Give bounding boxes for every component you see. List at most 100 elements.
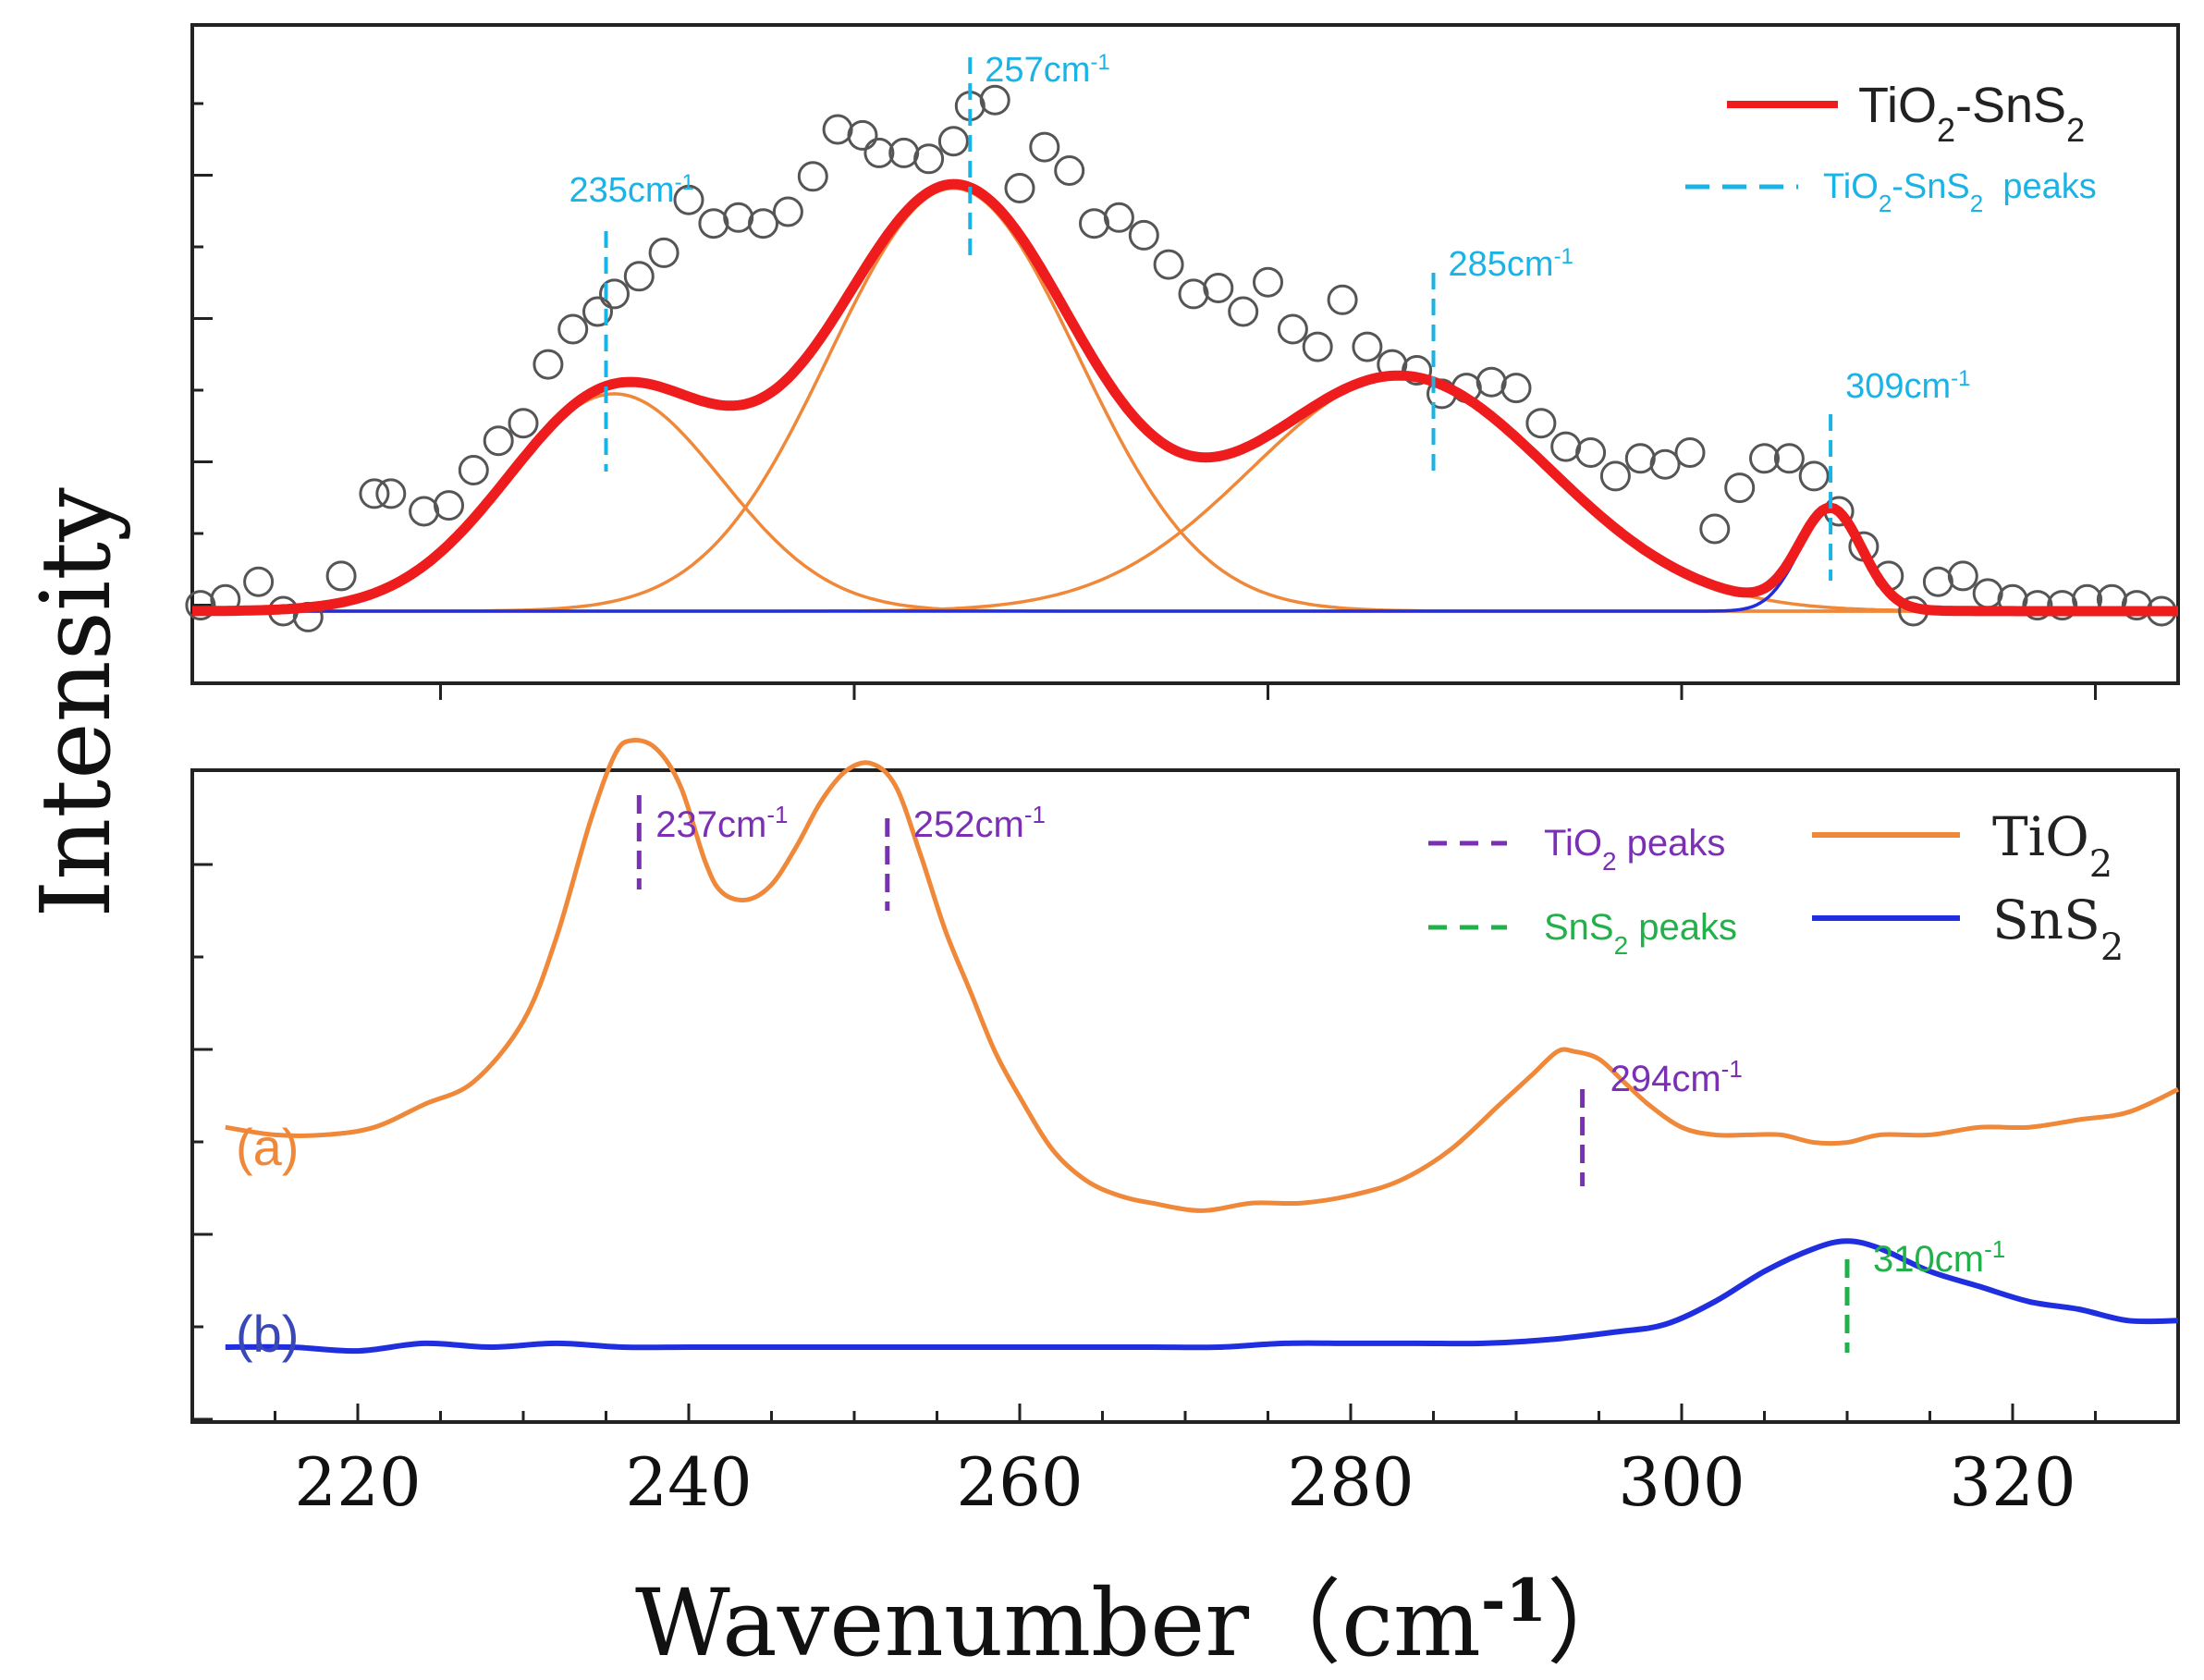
data-point: [1277, 313, 1308, 345]
series-label-a: (a): [236, 1118, 299, 1176]
data-point: [1972, 578, 2003, 609]
data-point: [1402, 355, 1433, 386]
bottom-y-ticks: [192, 863, 213, 1421]
data-point: [698, 208, 729, 239]
data-point: [822, 114, 853, 145]
x-tick-label: 240: [625, 1443, 752, 1521]
bottom-legend-sns2-peaks-label: SnS2 peaks: [1544, 907, 1737, 960]
top-fit-curve-group: [191, 178, 2179, 617]
data-point: [1029, 131, 1060, 163]
data-point: [2121, 590, 2152, 621]
x-tick-label: 220: [294, 1443, 421, 1521]
data-point: [1079, 208, 1109, 239]
data-point: [582, 296, 613, 327]
data-point: [673, 184, 704, 215]
data-point: [797, 161, 828, 192]
data-point: [1674, 437, 1706, 468]
data-point: [1699, 513, 1731, 545]
data-point: [1575, 437, 1607, 468]
top-peak-label: 285cm-1: [1449, 244, 1573, 285]
data-point: [1798, 460, 1830, 492]
data-point: [1178, 278, 1209, 310]
data-point: [533, 349, 564, 380]
bottom-legend-sns2-label: SnS2: [1992, 889, 2124, 969]
data-point: [1773, 443, 1805, 474]
top-peak-label: 309cm-1: [1845, 366, 1970, 407]
data-point: [863, 137, 895, 168]
top-peak-label: 257cm-1: [985, 50, 1109, 91]
top-legend: TiO2-SnS2 TiO2-SnS2 peaks: [1685, 78, 2097, 217]
series-label-b: (b): [236, 1305, 299, 1363]
bottom-peak-label: 310cm-1: [1873, 1235, 2005, 1280]
data-point: [1004, 173, 1035, 203]
data-point: [1475, 366, 1507, 398]
data-point: [508, 408, 539, 439]
data-point: [1327, 284, 1358, 315]
data-point: [913, 143, 945, 175]
data-point: [979, 84, 1010, 116]
data-point: [937, 126, 969, 157]
data-point: [1649, 448, 1681, 480]
data-point: [1724, 472, 1756, 504]
top-legend-fit-label: TiO2-SnS2: [1858, 78, 2085, 149]
data-point: [1203, 273, 1234, 303]
bottom-peak-label: 294cm-1: [1610, 1055, 1743, 1099]
top-panel-frame: [190, 23, 2180, 685]
data-point: [1352, 331, 1383, 362]
data-point: [185, 590, 216, 621]
data-point: [888, 137, 920, 168]
data-point: [1599, 460, 1631, 492]
x-tick-label: 300: [1618, 1443, 1745, 1521]
data-point: [325, 560, 357, 592]
top-y-ticks: [192, 102, 213, 607]
data-point: [748, 208, 778, 239]
data-point: [1749, 443, 1780, 474]
data-point: [1153, 249, 1184, 280]
bottom-legend-tio2-label: TiO2: [1992, 805, 2112, 886]
data-point: [1103, 202, 1134, 233]
bottom-peak-annotations: 237cm-1 252cm-1 294cm-1 310cm-1: [636, 795, 2005, 1353]
component-curve-4: [192, 509, 2178, 613]
bottom-peak-label: 237cm-1: [655, 801, 788, 845]
bottom-spectra: [225, 738, 2180, 1355]
data-point: [1128, 219, 1159, 251]
bottom-panel-frame: [190, 768, 2180, 1424]
bottom-x-ticks: 220 240 260 280 300 320: [190, 1404, 2180, 1521]
data-point: [243, 566, 275, 597]
bottom-legend-tio2-peaks-label: TiO2 peaks: [1544, 823, 1725, 876]
data-point: [1550, 431, 1582, 462]
data-point: [723, 202, 754, 233]
data-point: [359, 478, 390, 509]
sns2-spectrum-line: [225, 1238, 2179, 1355]
x-axis-label: Wavenumber（cm-1）: [635, 1566, 1639, 1678]
data-point: [409, 496, 440, 527]
data-point: [1947, 560, 1978, 592]
data-point: [772, 196, 803, 227]
top-peak-annotations: 235cm-1 257cm-1 285cm-1 309cm-1: [569, 50, 1971, 581]
data-point: [1054, 155, 1085, 186]
top-x-ticks: [439, 683, 2097, 700]
data-point: [599, 278, 630, 310]
data-point: [1228, 296, 1259, 327]
data-point: [2047, 590, 2078, 621]
top-legend-peaks-label: TiO2-SnS2 peaks: [1823, 167, 2097, 217]
x-tick-label: 320: [1949, 1443, 2075, 1521]
tio2-spectrum-line: [225, 738, 2180, 1213]
bottom-legend: TiO2 peaks SnS2 peaks TiO2 SnS2: [1428, 805, 2124, 969]
fit-curve: [191, 178, 2179, 617]
data-point: [1525, 408, 1557, 439]
data-point: [434, 490, 464, 521]
x-tick-label: 280: [1287, 1443, 1414, 1521]
y-axis-label: Intensity: [19, 487, 132, 918]
data-point: [847, 119, 878, 151]
data-point: [458, 455, 489, 485]
data-point: [2022, 590, 2053, 621]
bottom-peak-label: 252cm-1: [913, 801, 1046, 845]
data-point: [623, 261, 655, 292]
data-point: [1500, 373, 1532, 404]
data-point: [375, 478, 407, 509]
data-point: [1624, 443, 1656, 474]
data-point: [1253, 266, 1283, 298]
data-point: [1922, 566, 1953, 597]
